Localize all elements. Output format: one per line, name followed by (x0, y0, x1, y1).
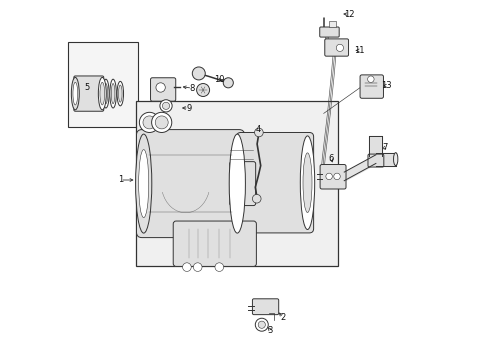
Circle shape (182, 263, 191, 271)
FancyBboxPatch shape (74, 76, 103, 111)
Ellipse shape (135, 134, 151, 233)
FancyBboxPatch shape (320, 165, 346, 189)
Bar (136, 101, 337, 266)
Ellipse shape (98, 77, 106, 110)
Circle shape (215, 263, 223, 271)
Circle shape (367, 76, 373, 82)
Ellipse shape (303, 153, 311, 212)
Text: 3: 3 (267, 326, 273, 335)
Circle shape (142, 116, 156, 129)
FancyBboxPatch shape (150, 78, 175, 101)
Circle shape (139, 112, 159, 132)
Circle shape (258, 321, 265, 328)
Circle shape (155, 116, 168, 129)
Text: 7: 7 (382, 143, 387, 152)
Circle shape (151, 112, 171, 132)
FancyBboxPatch shape (136, 130, 244, 238)
FancyBboxPatch shape (252, 299, 278, 315)
Circle shape (162, 102, 169, 109)
Circle shape (196, 84, 209, 96)
Ellipse shape (104, 84, 107, 104)
Circle shape (336, 44, 343, 51)
Circle shape (156, 83, 165, 92)
FancyBboxPatch shape (173, 221, 256, 266)
Bar (328, 21, 335, 27)
Circle shape (325, 173, 332, 180)
Ellipse shape (117, 81, 123, 106)
FancyBboxPatch shape (367, 154, 383, 167)
Ellipse shape (118, 85, 122, 102)
FancyBboxPatch shape (319, 27, 339, 37)
Text: 8: 8 (189, 84, 195, 93)
Ellipse shape (139, 150, 148, 217)
Circle shape (223, 78, 233, 88)
Circle shape (254, 128, 263, 137)
Text: 5: 5 (84, 83, 89, 91)
Text: 4: 4 (255, 125, 260, 134)
Circle shape (193, 263, 202, 271)
Ellipse shape (111, 84, 115, 104)
FancyBboxPatch shape (236, 132, 313, 233)
Text: 9: 9 (186, 104, 191, 112)
Text: 11: 11 (354, 46, 364, 55)
Circle shape (252, 194, 261, 203)
Ellipse shape (73, 82, 78, 105)
Circle shape (255, 318, 268, 331)
Ellipse shape (71, 77, 79, 110)
Ellipse shape (300, 136, 314, 230)
Circle shape (192, 67, 205, 80)
Ellipse shape (102, 79, 109, 108)
Ellipse shape (229, 134, 245, 233)
Ellipse shape (393, 153, 397, 166)
FancyBboxPatch shape (359, 75, 383, 98)
Text: 6: 6 (327, 154, 333, 163)
Circle shape (333, 173, 340, 180)
Ellipse shape (100, 82, 104, 105)
Text: 13: 13 (381, 81, 391, 90)
FancyBboxPatch shape (229, 162, 255, 206)
FancyBboxPatch shape (324, 39, 348, 56)
Bar (68, 42, 138, 127)
Text: 2: 2 (280, 313, 285, 322)
Text: 10: 10 (214, 76, 224, 85)
Text: 12: 12 (343, 10, 353, 19)
Text: 1: 1 (118, 175, 122, 184)
Circle shape (160, 100, 172, 112)
Ellipse shape (110, 79, 116, 108)
